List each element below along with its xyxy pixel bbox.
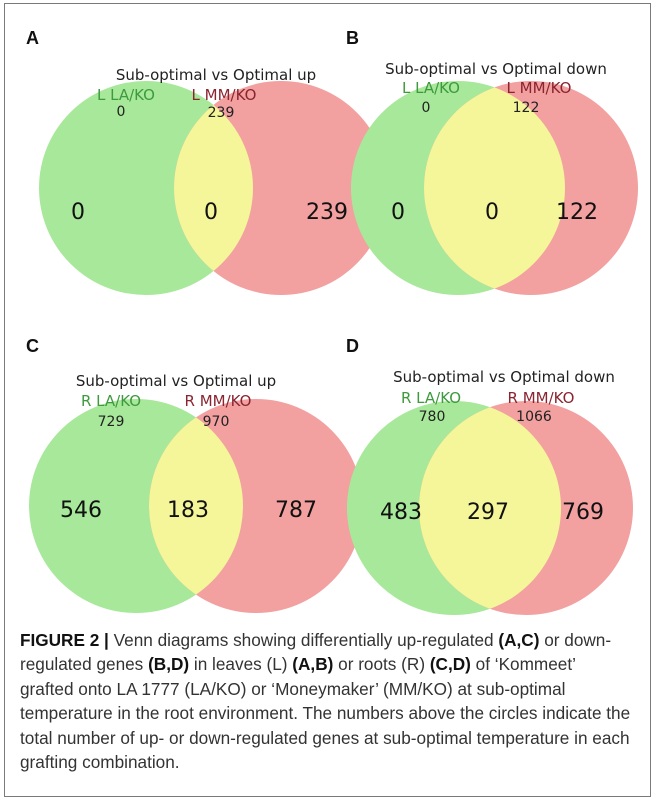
venn-title: Sub-optimal vs Optimal down: [385, 60, 607, 78]
right-set-total: 122: [513, 100, 540, 116]
left-only-count: 546: [60, 498, 102, 523]
venn-panel-a: A Sub-optimal vs Optimal up L LA/KO L MM…: [26, 28, 388, 328]
caption-text: Venn diagrams showing differentially up-…: [108, 630, 499, 650]
left-set-label: L LA/KO: [402, 79, 460, 97]
panel-letter: D: [346, 336, 359, 356]
right-set-label: R MM/KO: [508, 389, 575, 407]
figure-label: FIGURE 2 |: [20, 630, 109, 650]
venn-panel-c: C Sub-optimal vs Optimal up R LA/KO R MM…: [26, 336, 363, 636]
left-set-total: 780: [419, 409, 446, 425]
left-only-count: 0: [391, 200, 405, 225]
left-set-total: 729: [98, 414, 125, 430]
overlap-count: 0: [485, 200, 499, 225]
venn-panel-b: B Sub-optimal vs Optimal down L LA/KO L …: [346, 28, 646, 328]
left-set-label: L LA/KO: [97, 86, 155, 104]
left-only-count: 0: [71, 200, 85, 225]
venn-diagram: Sub-optimal vs Optimal up L LA/KO L MM/K…: [39, 66, 388, 295]
right-set-label: L MM/KO: [507, 79, 572, 97]
overlap-region: [424, 81, 565, 295]
left-only-count: 483: [380, 500, 422, 525]
left-set-total: 0: [117, 104, 126, 120]
panel-letter: B: [346, 28, 359, 48]
panel-reference: (A,B): [292, 654, 334, 675]
panel-letter: C: [26, 336, 39, 356]
left-set-total: 0: [422, 100, 431, 116]
overlap-count: 297: [467, 500, 509, 525]
right-only-count: 122: [556, 200, 598, 225]
overlap-count: 0: [204, 200, 218, 225]
venn-diagram: Sub-optimal vs Optimal down R LA/KO R MM…: [347, 368, 633, 615]
right-set-total: 970: [203, 414, 230, 430]
right-set-total: 1066: [516, 409, 552, 425]
right-only-count: 239: [306, 200, 348, 225]
caption-text: of ‘Kommeet’ grafted onto LA 1777 (LA/KO…: [20, 654, 631, 773]
panel-letter: A: [26, 28, 39, 48]
panel-reference: (C,D): [429, 654, 471, 675]
figure-caption: FIGURE 2 | Venn diagrams showing differe…: [20, 628, 632, 774]
venn-diagram: Sub-optimal vs Optimal down L LA/KO L MM…: [351, 60, 638, 295]
venn-title: Sub-optimal vs Optimal down: [393, 368, 615, 386]
right-only-count: 787: [275, 498, 317, 523]
venn-panel-d: D Sub-optimal vs Optimal down R LA/KO R …: [346, 336, 646, 636]
overlap-region: [174, 81, 253, 295]
caption-text: in leaves (L): [189, 654, 293, 675]
overlap-count: 183: [167, 498, 209, 523]
left-set-label: R LA/KO: [401, 389, 461, 407]
venn-diagram: Sub-optimal vs Optimal up R LA/KO R MM/K…: [29, 372, 363, 613]
venn-title: Sub-optimal vs Optimal up: [76, 372, 276, 390]
panel-reference: (B,D): [148, 654, 190, 675]
caption-text: or roots (R): [333, 654, 430, 675]
caption-text: or down-regulated genes: [20, 630, 612, 675]
panel-reference: (A,C): [498, 630, 540, 650]
right-set-label: L MM/KO: [192, 86, 257, 104]
left-set-label: R LA/KO: [81, 392, 141, 410]
right-set-total: 239: [208, 105, 235, 121]
overlap-region: [149, 399, 243, 613]
right-only-count: 769: [562, 500, 604, 525]
venn-title: Sub-optimal vs Optimal up: [116, 66, 316, 84]
right-set-label: R MM/KO: [185, 392, 252, 410]
overlap-region: [419, 401, 561, 615]
